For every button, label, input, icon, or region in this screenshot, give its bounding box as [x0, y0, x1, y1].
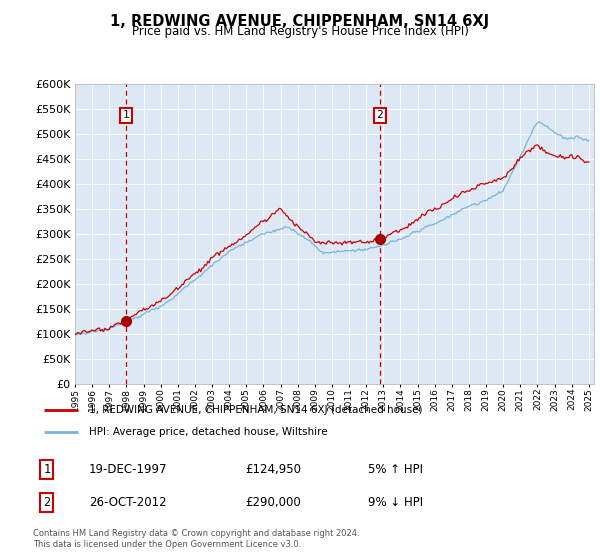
Text: HPI: Average price, detached house, Wiltshire: HPI: Average price, detached house, Wilt… [89, 427, 328, 437]
Text: 2: 2 [43, 496, 50, 508]
Text: 2: 2 [376, 110, 383, 120]
Text: 19-DEC-1997: 19-DEC-1997 [89, 463, 167, 476]
Text: 9% ↓ HPI: 9% ↓ HPI [368, 496, 423, 508]
Text: 26-OCT-2012: 26-OCT-2012 [89, 496, 166, 508]
Text: 5% ↑ HPI: 5% ↑ HPI [368, 463, 423, 476]
Text: 1, REDWING AVENUE, CHIPPENHAM, SN14 6XJ: 1, REDWING AVENUE, CHIPPENHAM, SN14 6XJ [110, 14, 490, 29]
Text: £124,950: £124,950 [245, 463, 301, 476]
Text: Contains HM Land Registry data © Crown copyright and database right 2024.
This d: Contains HM Land Registry data © Crown c… [33, 529, 359, 549]
Text: Price paid vs. HM Land Registry's House Price Index (HPI): Price paid vs. HM Land Registry's House … [131, 25, 469, 38]
Text: 1, REDWING AVENUE, CHIPPENHAM, SN14 6XJ (detached house): 1, REDWING AVENUE, CHIPPENHAM, SN14 6XJ … [89, 405, 422, 416]
Text: 1: 1 [43, 463, 50, 476]
Text: 1: 1 [122, 110, 129, 120]
Text: £290,000: £290,000 [245, 496, 301, 508]
